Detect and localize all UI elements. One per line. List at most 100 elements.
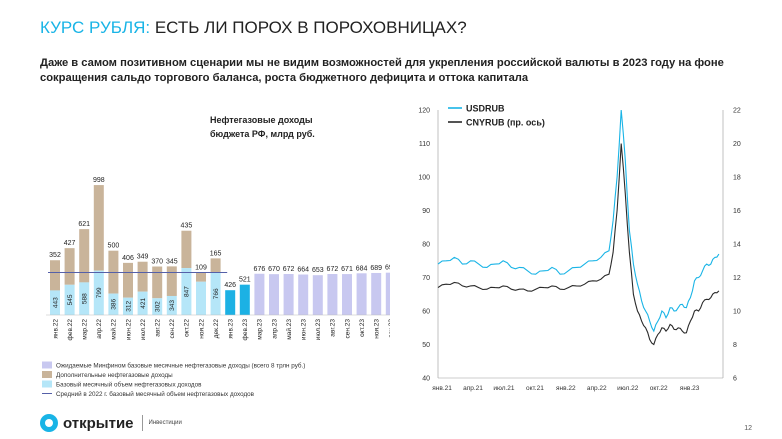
y-tick-label: 90 [422,208,430,215]
category-label: май.22 [110,319,118,340]
bar-base-label: 847 [184,286,191,297]
fx-rates-chart: 40 50 60 70 80 90 100 110 120 6 8 10 12 14 16 18 20 22 янв… [418,104,741,393]
bar-base [181,268,192,315]
y-tick-label: 50 [422,342,430,349]
bar-chart-title-line2: бюджета РФ, млрд руб. [210,129,315,139]
bar-base-label: 343 [169,300,176,311]
bar-total-label: 694 [385,265,390,272]
bar-total-label: 109 [195,264,207,271]
category-label: июн.22 [125,319,132,341]
bar-total-label: 998 [93,177,105,184]
bar-base [166,295,177,315]
bar-base [210,272,221,315]
y2-tick-label: 6 [733,376,737,383]
legend-label: Дополнительные нефтегазовые доходы [56,372,173,379]
bar-total-label: 406 [122,255,134,262]
y-tick-label: 100 [418,175,430,182]
category-label: янв.22 [52,319,59,339]
legend-label: USDRUB [466,104,505,114]
legend-label: CNYRUB (пр. ось) [466,118,545,128]
bar-base-label: 386 [111,298,118,309]
bar-total-label: 435 [181,223,193,230]
bar-total-label: 670 [268,266,280,273]
bar-base [50,290,60,315]
bar-extra [93,185,104,271]
category-label: окт.22 [184,319,191,337]
bar-extra [196,272,206,282]
category-label: мар.23 [257,319,264,340]
bar-forecast [371,272,382,315]
bar-base [152,298,163,315]
y-tick-label: 80 [422,242,430,249]
bar-extra [152,266,163,299]
legend-swatch [42,361,52,369]
brand-sub: Инвестиции [148,420,182,426]
category-label: июл.23 [315,319,322,341]
bar-total-label: 664 [297,267,309,274]
category-label: ноя.22 [198,319,205,339]
y2-tick-label: 16 [733,208,741,215]
oil-gas-revenue-chart: Нефтегазовые доходы бюджета РФ, млрд руб… [42,115,390,398]
y2-tick-label: 18 [733,175,741,182]
bar-forecast [254,273,265,315]
y2-tick-label: 20 [733,141,741,148]
category-label: мар.22 [82,319,89,340]
bar-base [108,293,119,315]
footer-brand: открытие Инвестиции [40,414,182,432]
bar-extra [166,266,177,296]
bar-base [196,281,206,315]
bar-forecast [312,275,323,315]
bar-total-label: 521 [239,277,251,284]
category-label: окт.23 [359,319,366,337]
title-rest: ЕСТЬ ЛИ ПОРОХ В ПОРОХОВНИЦАХ? [150,18,467,37]
bar-extra [123,262,133,298]
bar-base [64,284,75,315]
bar-base-label: 312 [125,301,132,312]
x-tick-label: апр.22 [587,385,607,392]
bar-forecast [356,273,367,315]
y-tick-label: 40 [422,376,430,383]
bar-base-label: 545 [67,294,74,305]
bar-total-label: 672 [327,266,339,273]
bar-total-label: 653 [312,267,324,274]
title-accent: КУРС РУБЛЯ: [40,18,151,37]
bar-base-label: 302 [155,301,162,312]
bar-total-label: 352 [49,252,61,259]
usdrub-line [437,109,720,333]
category-label: май.23 [285,319,293,340]
bar-base [93,270,104,315]
y2-tick-label: 12 [733,275,741,282]
bar-total-label: 165 [210,250,222,257]
bar-extra [210,258,221,273]
x-tick-label: окт.21 [526,385,544,392]
bar-highlight [225,290,236,315]
x-tick-label: янв.22 [556,385,576,392]
category-label: июл.22 [140,319,147,341]
category-label: авг.22 [155,319,162,337]
y-tick-label: 70 [422,275,430,282]
category-label: сен.23 [344,319,351,339]
bar-total-label: 676 [254,266,266,273]
bar-total-label: 426 [224,282,236,289]
legend-swatch [42,371,52,378]
bar-base-label: 443 [52,297,59,308]
bar-chart-title-line1: Нефтегазовые доходы [210,115,313,125]
bar-total-label: 500 [108,243,120,250]
bar-total-label: 684 [356,265,368,272]
legend-label: Ожидаемые Минфином базовые месячные нефт… [56,362,305,370]
bar-forecast [269,274,279,315]
x-tick-label: июл.22 [617,385,639,392]
category-label: дек.22 [213,319,220,339]
category-label: фев.23 [242,319,249,341]
category-label: апр.23 [271,319,278,339]
bar-total-label: 671 [341,266,353,273]
x-tick-label: окт.22 [650,385,668,392]
bar-forecast [283,274,294,315]
category-label: янв.23 [228,319,235,339]
bar-total-label: 621 [78,221,90,228]
bar-highlight [239,284,250,315]
bar-forecast [327,274,338,315]
bar-extra [79,229,90,283]
bar-total-label: 689 [370,265,382,272]
y-tick-label: 120 [418,108,430,115]
